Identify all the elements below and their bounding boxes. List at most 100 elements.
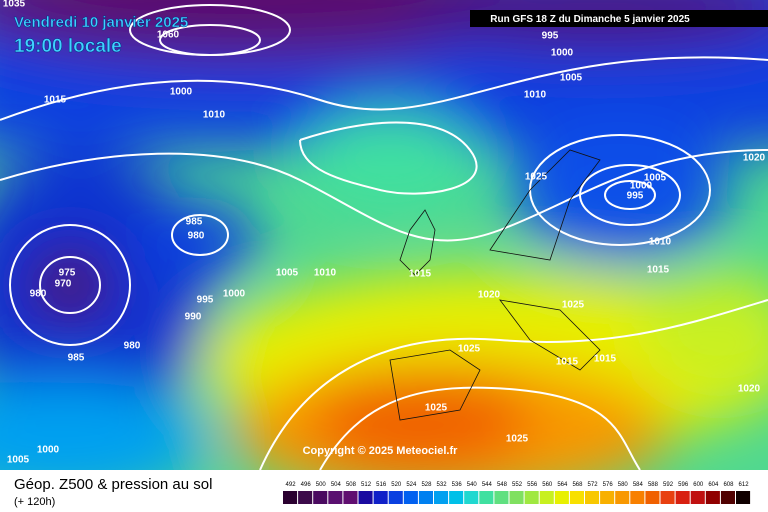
color-swatch (388, 491, 403, 504)
color-swatch (509, 491, 524, 504)
run-info: Run GFS 18 Z du Dimanche 5 janvier 2025 (490, 14, 690, 25)
color-swatch (283, 491, 298, 504)
color-swatch (373, 491, 388, 504)
scale-label: 516 (376, 482, 387, 488)
color-swatch (705, 491, 720, 504)
color-swatch (554, 491, 569, 504)
field: 1035 1060 1015 1000 1010 995 1000 1005 1010 1025 1… (0, 0, 768, 470)
isobar-label: 1015 (647, 265, 670, 276)
color-swatch (403, 491, 418, 504)
isobar-label: 1015 (44, 95, 67, 106)
isobar-label: 1015 (409, 269, 432, 280)
isobar-label: 1015 (594, 354, 617, 365)
forecast-time: 19:00 locale (14, 36, 122, 57)
color-swatch (494, 491, 509, 504)
color-swatch (630, 491, 645, 504)
isobar-label: 1005 (7, 455, 30, 466)
scale-label: 600 (693, 482, 704, 488)
color-swatch (539, 491, 554, 504)
isobar-label: 1025 (562, 300, 585, 311)
scale-label: 608 (723, 482, 734, 488)
scale-label: 548 (497, 482, 508, 488)
isobar-label: 1000 (170, 87, 193, 98)
scale-label: 544 (482, 482, 493, 488)
color-swatch (434, 491, 449, 504)
scale-label: 552 (512, 482, 523, 488)
scale-label: 492 (286, 482, 297, 488)
isobar-label: 980 (124, 341, 141, 352)
isobar-label: 1000 (223, 289, 246, 300)
scale-label: 568 (572, 482, 583, 488)
isobar-label: 970 (55, 279, 72, 290)
scale-label: 604 (708, 482, 719, 488)
scale-label: 512 (361, 482, 372, 488)
scale-label: 520 (391, 482, 402, 488)
color-swatch (660, 491, 675, 504)
color-swatch (720, 491, 735, 504)
scale-label: 556 (527, 482, 538, 488)
isobar-label: 1020 (738, 384, 761, 395)
isobar-label: 1005 (644, 173, 667, 184)
scale-label: 596 (678, 482, 689, 488)
isobar-label: 1005 (560, 73, 583, 84)
isobar-label: 1010 (649, 237, 672, 248)
scale-label: 496 (301, 482, 312, 488)
color-swatch (569, 491, 584, 504)
color-swatch (464, 491, 479, 504)
color-swatch (524, 491, 539, 504)
scale-label: 508 (346, 482, 357, 488)
color-swatch (600, 491, 615, 504)
isobar-label: 1025 (525, 172, 548, 183)
scale-label: 560 (542, 482, 553, 488)
isobar-label: 995 (542, 31, 559, 42)
color-swatch (343, 491, 358, 504)
isobars (0, 4, 768, 470)
scale-label: 540 (467, 482, 478, 488)
color-swatch (313, 491, 328, 504)
color-swatch (358, 491, 373, 504)
scale-label: 500 (316, 482, 327, 488)
color-swatch (479, 491, 494, 504)
isobar-label: 990 (185, 312, 202, 323)
isobar-label: 980 (30, 289, 47, 300)
copyright: Copyright © 2025 Meteociel.fr (303, 445, 459, 457)
isobar-label: 975 (59, 268, 76, 279)
scale-label: 592 (663, 482, 674, 488)
isobar-label: 995 (197, 295, 214, 306)
isobar-label: 1000 (551, 48, 574, 59)
isobar-label: 1025 (506, 434, 529, 445)
isobar-label: 995 (627, 191, 644, 202)
color-swatch (645, 491, 660, 504)
color-swatch (675, 491, 690, 504)
isobar-label: 1060 (157, 30, 180, 41)
scale-label: 536 (452, 482, 463, 488)
scale-label: 528 (421, 482, 432, 488)
isobar-label: 1025 (458, 344, 481, 355)
color-swatch (690, 491, 705, 504)
color-swatch (449, 491, 464, 504)
colorbar: 492 496 500 504 508 512 516 520 524 528 532 536 540 5… (283, 482, 751, 504)
isobar-label: 1025 (425, 403, 448, 414)
scale-label: 580 (618, 482, 629, 488)
color-swatch (418, 491, 433, 504)
scale-label: 576 (603, 482, 614, 488)
isobar-label: 1010 (314, 268, 337, 279)
scale-label: 588 (648, 482, 659, 488)
color-swatch (298, 491, 313, 504)
color-swatch (328, 491, 343, 504)
scale-label: 564 (557, 482, 568, 488)
isobar-label: 1010 (524, 90, 547, 101)
isobar-label: 1000 (37, 445, 60, 456)
isobar-labels: 1035 1060 1015 1000 1010 995 1000 1005 1010 1025 1… (3, 0, 766, 466)
isobar-label: 1035 (3, 0, 26, 10)
isobar-label: 1005 (276, 268, 299, 279)
isobar-label: 1015 (556, 357, 579, 368)
isobar-label: 1010 (203, 110, 226, 121)
scale-label: 612 (739, 482, 750, 488)
scale-label: 524 (406, 482, 417, 488)
scale-label: 572 (588, 482, 599, 488)
scale-label: 504 (331, 482, 342, 488)
coastlines (389, 149, 601, 421)
scale-label: 532 (437, 482, 448, 488)
